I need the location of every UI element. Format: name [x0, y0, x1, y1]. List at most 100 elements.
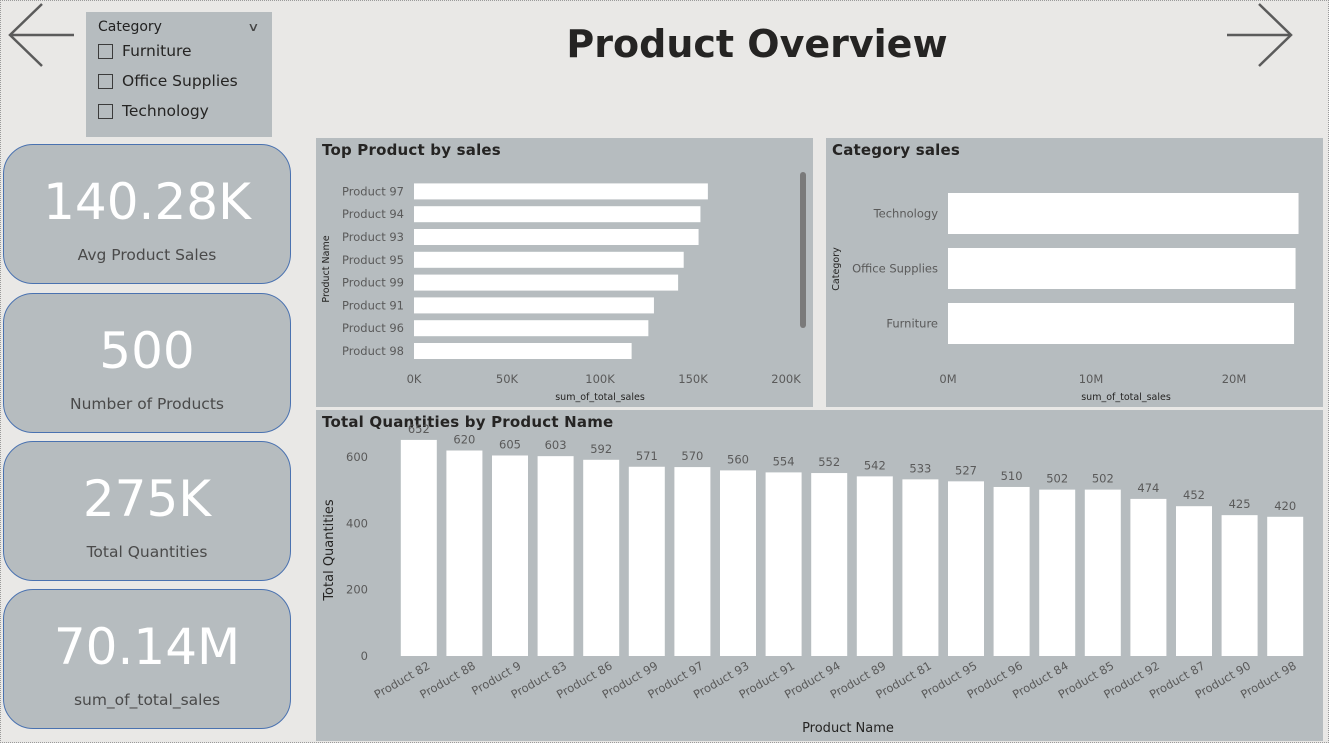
bar[interactable]	[414, 229, 699, 245]
data-label: 620	[453, 433, 475, 447]
kpi-label: sum_of_total_sales	[73, 691, 221, 709]
bar[interactable]	[948, 481, 984, 656]
page-title: Product Overview	[566, 22, 948, 66]
bar[interactable]	[414, 343, 632, 359]
data-label: 571	[636, 449, 658, 463]
data-label: 605	[499, 437, 521, 451]
bar[interactable]	[1039, 489, 1076, 656]
data-label: 552	[818, 455, 840, 469]
arrow-left-icon[interactable]	[6, 2, 78, 68]
top-product-chart[interactable]: Top Product by sales Product 97 Product 9…	[316, 138, 813, 407]
bar[interactable]	[414, 320, 649, 337]
x-axis-title: sum_of_total_sales	[1081, 392, 1171, 403]
bar[interactable]	[765, 472, 802, 656]
arrow-right-icon[interactable]	[1223, 2, 1295, 68]
bar[interactable]	[902, 479, 939, 656]
bar[interactable]	[948, 193, 1299, 234]
y-tick-label: Office Supplies	[852, 262, 938, 276]
y-tick-label: Product 97	[342, 184, 404, 198]
checkbox[interactable]	[98, 73, 113, 89]
y-tick-label: Furniture	[886, 317, 938, 331]
x-tick-label: 200K	[771, 372, 801, 386]
bar[interactable]	[856, 476, 893, 656]
y-axis-title: Product Name	[321, 235, 332, 302]
bar[interactable]	[1176, 506, 1212, 656]
total-quantities-chart[interactable]: Total Quantities by Product Name 0 200 400…	[316, 410, 1323, 741]
x-tick-label: 50K	[496, 372, 519, 386]
bar[interactable]	[446, 450, 483, 656]
bar[interactable]	[400, 439, 437, 656]
x-tick-label: 150K	[678, 372, 708, 386]
bar[interactable]	[492, 455, 528, 656]
bar[interactable]	[720, 470, 756, 656]
data-label: 542	[864, 458, 886, 472]
bar[interactable]	[993, 486, 1030, 656]
bar[interactable]	[414, 297, 654, 314]
data-label: 502	[1092, 472, 1114, 486]
bar[interactable]	[628, 466, 665, 656]
bar[interactable]	[1267, 516, 1304, 656]
x-tick-label: 10M	[1079, 372, 1104, 386]
kpi-card-avg-product-sales[interactable]: 140.28K Avg Product Sales	[3, 144, 291, 284]
y-tick-label: 400	[346, 516, 368, 530]
bar[interactable]	[674, 467, 711, 656]
x-axis-title: sum_of_total_sales	[555, 392, 645, 403]
bar[interactable]	[811, 473, 848, 656]
y-tick-label: Product 98	[342, 344, 404, 358]
checkbox[interactable]	[98, 43, 113, 59]
data-label: 592	[590, 442, 612, 456]
data-label: 603	[545, 438, 567, 452]
kpi-card-total-quantities[interactable]: 275K Total Quantities	[3, 441, 291, 581]
slicer-option-label: Office Supplies	[122, 72, 238, 90]
kpi-card-sum-of-total-sales[interactable]: 70.14M sum_of_total_sales	[3, 589, 291, 729]
bar[interactable]	[537, 456, 574, 656]
data-label: 560	[727, 452, 749, 466]
kpi-label: Avg Product Sales	[77, 246, 217, 264]
kpi-card-number-of-products[interactable]: 500 Number of Products	[3, 293, 291, 433]
scrollbar-thumb[interactable]	[800, 172, 806, 328]
chart-title: Top Product by sales	[322, 141, 501, 159]
bar[interactable]	[948, 248, 1296, 289]
slicer-option-label: Technology	[122, 102, 209, 120]
x-tick-label: 0M	[939, 372, 956, 386]
data-label: 510	[1001, 469, 1023, 483]
data-label: 570	[681, 449, 703, 463]
bar[interactable]	[414, 183, 708, 200]
checkbox[interactable]	[98, 103, 113, 119]
bar[interactable]	[414, 274, 679, 291]
data-label: 420	[1274, 499, 1296, 513]
bar[interactable]	[414, 206, 701, 223]
bar[interactable]	[1084, 489, 1121, 656]
category-slicer[interactable]: Category ∨ Furniture Office Supplies Tec…	[86, 12, 272, 137]
slicer-header[interactable]: Category ∨	[98, 18, 260, 36]
data-label: 502	[1046, 472, 1068, 486]
bar[interactable]	[414, 251, 684, 268]
slicer-option-label: Furniture	[122, 42, 192, 60]
kpi-value: 500	[99, 322, 195, 380]
y-tick-label: Product 91	[342, 298, 404, 312]
category-sales-chart[interactable]: Category sales Technology Office Supplies…	[826, 138, 1323, 407]
y-axis-title: Category	[831, 247, 842, 291]
y-tick-label: Product 93	[342, 230, 404, 244]
category-sales-chart-svg: Technology Office Supplies Furniture 0M 10M 2…	[831, 193, 1299, 403]
slicer-option-furniture[interactable]: Furniture	[98, 36, 260, 66]
bar[interactable]	[583, 459, 620, 656]
slicer-option-office-supplies[interactable]: Office Supplies	[98, 66, 260, 96]
chart-title: Total Quantities by Product Name	[322, 413, 614, 431]
y-tick-label: Product 96	[342, 321, 404, 335]
kpi-value: 275K	[82, 470, 212, 528]
slicer-title: Category	[98, 19, 162, 35]
top-product-chart-svg: Product 97 Product 94 Product 93 Product 95…	[321, 172, 806, 403]
data-label: 452	[1183, 488, 1205, 502]
chevron-down-icon[interactable]: ∨	[247, 20, 260, 34]
x-tick-label: 20M	[1222, 372, 1247, 386]
bar[interactable]	[1221, 515, 1258, 656]
kpi-value: 140.28K	[43, 173, 251, 231]
slicer-option-technology[interactable]: Technology	[98, 96, 260, 126]
y-tick-label: 600	[346, 450, 368, 464]
bar[interactable]	[1130, 498, 1167, 656]
data-label: 554	[773, 454, 795, 468]
y-axis-title: Total Quantities	[322, 499, 337, 602]
bar[interactable]	[948, 303, 1295, 344]
